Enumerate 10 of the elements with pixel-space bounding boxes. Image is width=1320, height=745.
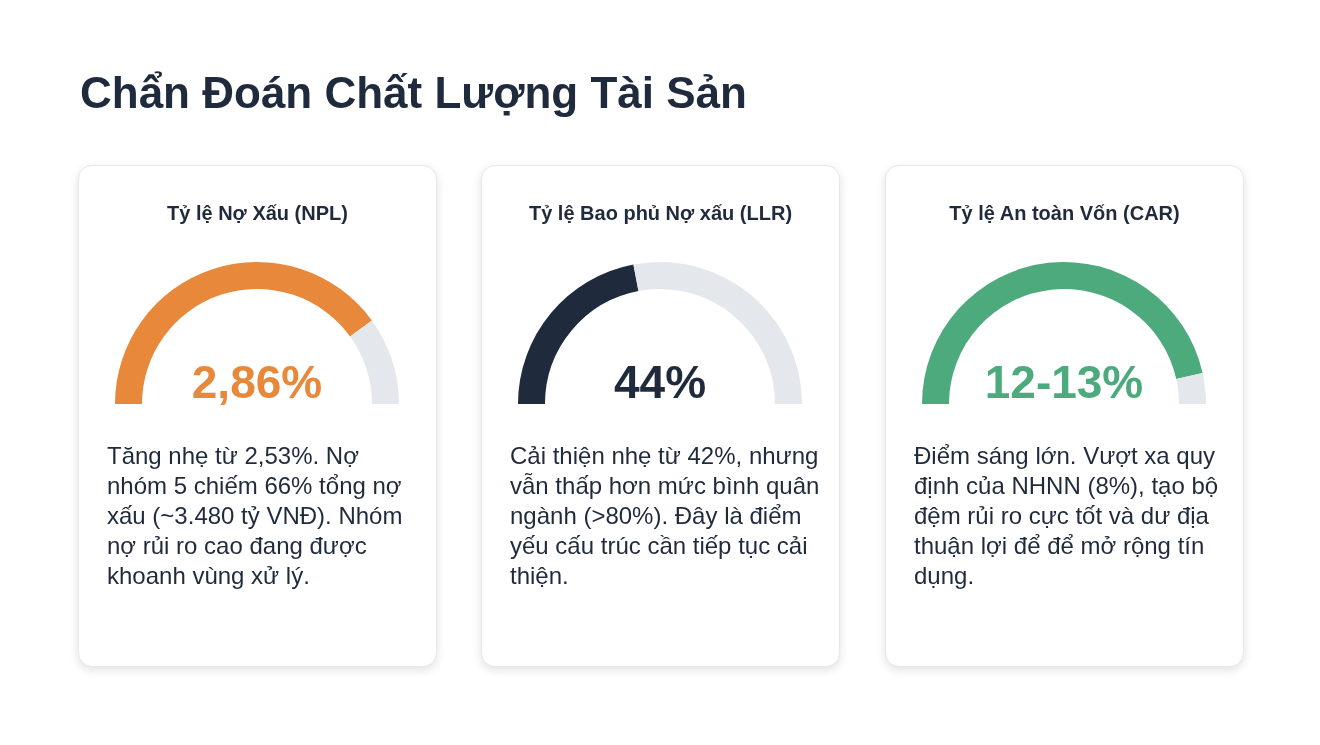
text: Chẩn Đoán Chất Lượng Tài Sản bbox=[80, 68, 747, 118]
text: Điểm sáng lớn. Vượt xa quy định của NHNN (8%), tạo bộ đệm rủi ro cực tốt và dư địa thuận lợi để để mở rộng tín dụng. bbox=[914, 441, 1220, 591]
chart-title: Tỷ lệ Bao phủ Nợ xấu (LLR) bbox=[527, 202, 794, 225]
text: 2,86% bbox=[191, 356, 323, 408]
text: Cải thiện nhẹ từ 42%, nhưng vẫn thấp hơn mức bình quân ngành (>80%). Đây là điểm yếu cấu trúc cần tiếp tục cải thiện. bbox=[510, 441, 821, 591]
chart-title: Tỷ lệ Nợ Xấu (NPL) bbox=[166, 202, 349, 225]
text: 12-13% bbox=[984, 356, 1144, 408]
text: Tăng nhẹ từ 2,53%. Nợ nhóm 5 chiếm 66% tổng nợ xấu (~3.480 tỷ VNĐ). Nhóm nợ rủi ro cao đang được khoanh vùng xử lý. bbox=[107, 441, 404, 591]
chart-title: Tỷ lệ An toàn Vốn (CAR) bbox=[948, 202, 1181, 225]
text: 44% bbox=[613, 356, 707, 408]
